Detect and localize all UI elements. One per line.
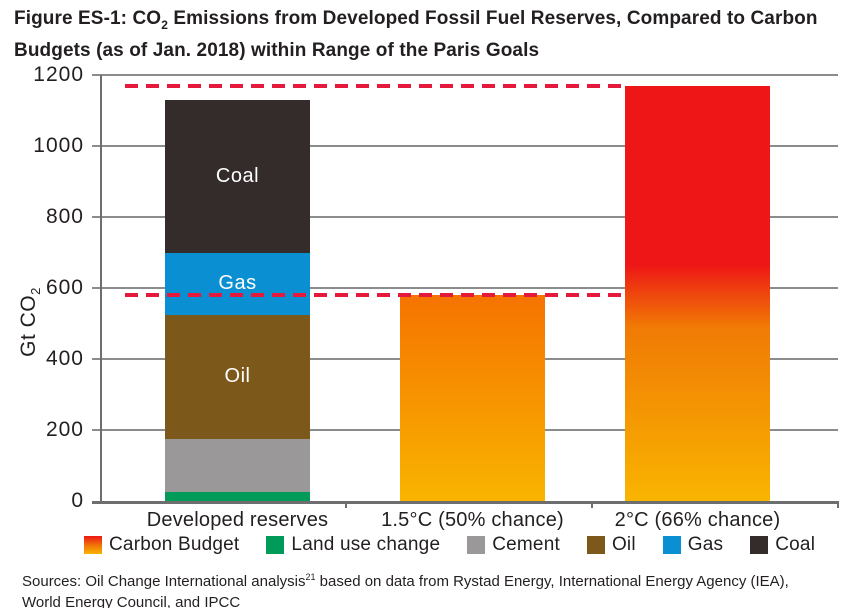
title-text: Figure ES-1: CO (14, 8, 162, 29)
figure-title: Figure ES-1: CO2 Emissions from Develope… (14, 6, 834, 64)
y-tick-label-200: 200 (45, 418, 84, 441)
legend: Carbon Budget Land use change Cement Oil Gas… (84, 534, 815, 556)
legend-label: Coal (775, 534, 816, 555)
legend-label: Land use change (291, 534, 441, 555)
y-tick-label-400: 400 (45, 347, 84, 370)
x-category-label-3: 2°C (66% chance) (614, 509, 781, 531)
gridline-1000 (92, 145, 838, 147)
legend-item-oil: Oil (586, 534, 636, 556)
segment-label-oil: Oil (224, 365, 251, 388)
sources-line-1: Sources: Oil Change International analys… (22, 567, 828, 592)
title-line-1: Figure ES-1: CO2 Emissions from Develope… (14, 6, 834, 38)
budget-dashed-line-1 (125, 293, 625, 298)
bar-segment-land-use-change (165, 492, 310, 501)
x-category-label-2: 1.5°C (50% chance) (381, 509, 564, 531)
bar-segment-carbon-budget (625, 85, 770, 501)
bar-segment-gas: Gas (165, 252, 310, 315)
segment-label-coal: Coal (215, 164, 260, 187)
bar-segment-oil: Oil (165, 314, 310, 439)
legend-item-carbon-budget: Carbon Budget (84, 534, 239, 556)
legend-item-cement: Cement (467, 534, 560, 556)
y-tick-label-600: 600 (45, 276, 84, 299)
x-tick-mark-3 (837, 501, 839, 508)
sources-footnote-marker: 21 (305, 572, 316, 582)
legend-label: Cement (492, 534, 560, 555)
legend-swatch-icon (467, 536, 486, 554)
legend-label: Carbon Budget (109, 534, 240, 555)
sources-note: Sources: Oil Change International analys… (22, 567, 828, 608)
legend-item-land-use-change: Land use change (266, 534, 440, 556)
plot-area: 0 200 400 600 800 1000 1200 Oil Gas Coal Developed… (33, 63, 839, 531)
gridline-600 (92, 287, 838, 289)
bar-segment-carbon-budget (400, 295, 545, 501)
legend-label: Oil (611, 534, 636, 555)
y-tick-label-800: 800 (45, 205, 84, 228)
x-axis-line (92, 501, 838, 504)
x-tick-mark-2 (591, 501, 593, 508)
x-category-label-1: Developed reserves (146, 509, 329, 531)
x-tick-mark-1 (345, 501, 347, 508)
legend-swatch-icon (266, 536, 285, 554)
y-tick-label-1000: 1000 (33, 134, 84, 157)
title-subscript: 2 (161, 17, 168, 32)
y-tick-label-0: 0 (71, 489, 84, 512)
legend-swatch-icon (662, 536, 681, 554)
title-line-2: Budgets (as of Jan. 2018) within Range o… (14, 39, 540, 61)
segment-label-gas: Gas (218, 272, 257, 295)
legend-swatch-icon (84, 536, 102, 554)
sources-text-rest: based on data from Rystad Energy, Intern… (315, 573, 789, 590)
title-text-rest: Emissions from Developed Fossil Fuel Res… (167, 8, 818, 29)
legend-item-gas: Gas (662, 534, 724, 556)
legend-item-coal: Coal (750, 534, 815, 556)
bar-segment-coal: Coal (165, 99, 310, 253)
y-tick-label-1200: 1200 (33, 63, 84, 86)
legend-label: Gas (687, 534, 724, 555)
gridline-800 (92, 216, 838, 218)
sources-text: Sources: Oil Change International analys… (22, 573, 306, 590)
legend-swatch-icon (586, 536, 605, 554)
budget-dashed-line-2 (125, 83, 625, 88)
sources-line-2: World Energy Council, and IPCC (22, 594, 241, 608)
gridline-1200 (92, 74, 838, 76)
y-axis-line (100, 75, 102, 501)
legend-swatch-icon (750, 536, 769, 554)
bar-segment-cement (165, 438, 310, 493)
